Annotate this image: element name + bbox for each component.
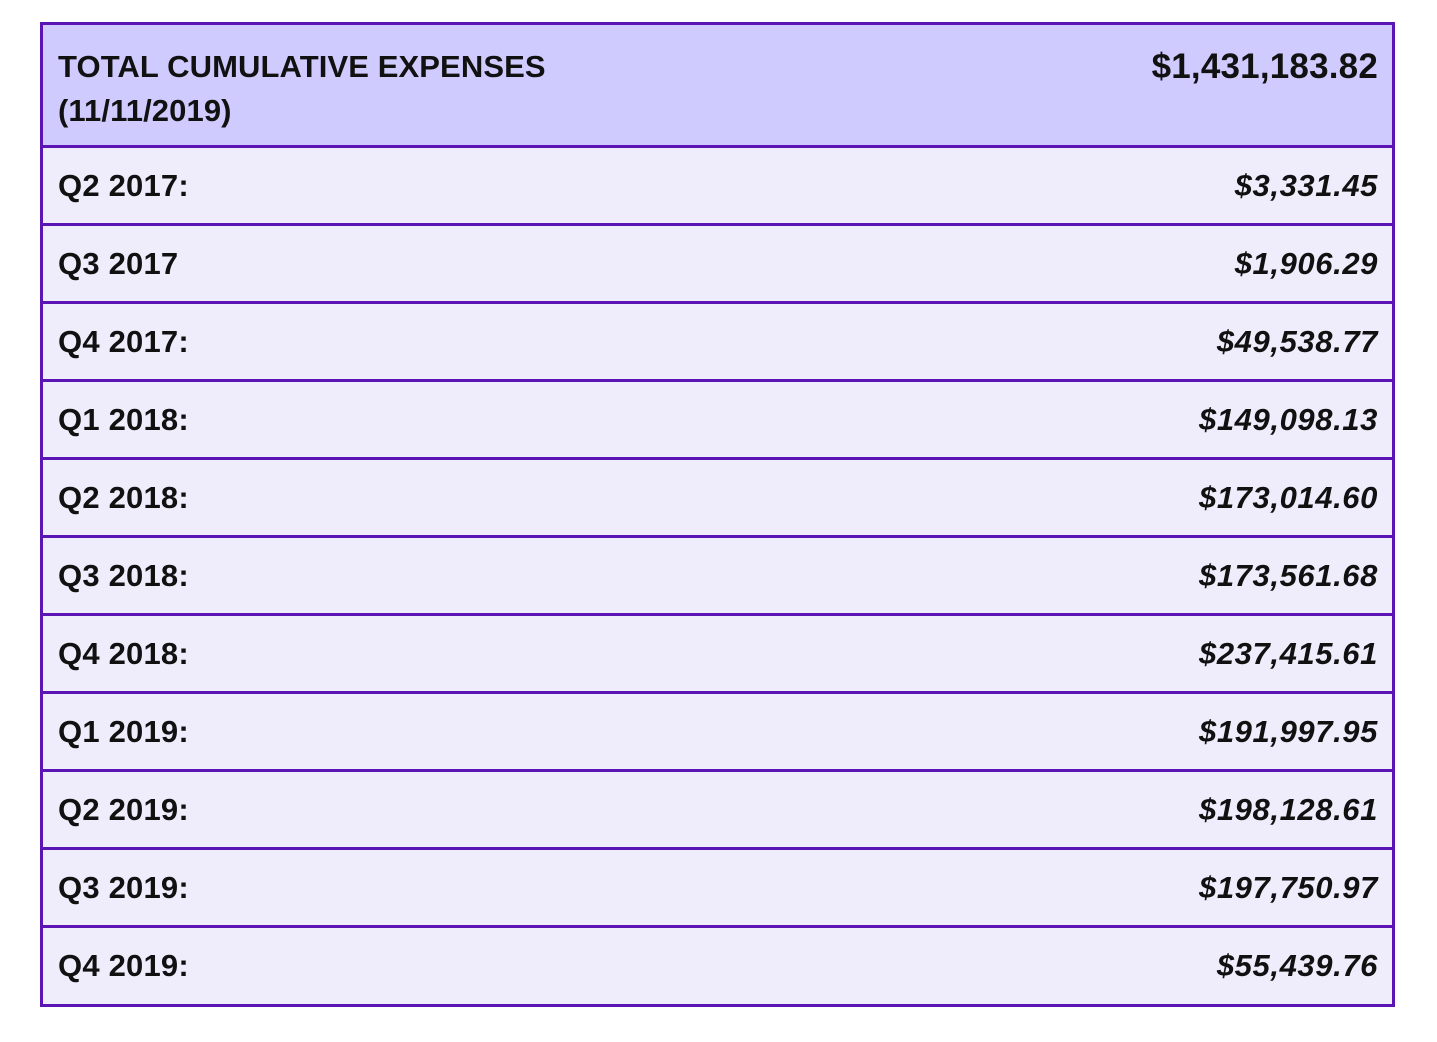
quarter-value: $173,014.60 — [1199, 479, 1378, 515]
table-row: Q4 2018: $237,415.61 — [43, 616, 1392, 694]
table-row: Q2 2017: $3,331.45 — [43, 148, 1392, 226]
quarter-label: Q2 2018: — [58, 479, 189, 515]
header-label: TOTAL CUMULATIVE EXPENSES (11/11/2019) — [58, 45, 546, 133]
quarter-label: Q4 2017: — [58, 323, 189, 359]
total-amount: $1,431,183.82 — [1151, 47, 1378, 86]
table-row: Q1 2019: $191,997.95 — [43, 694, 1392, 772]
quarter-label: Q1 2018: — [58, 401, 189, 437]
quarter-label: Q2 2019: — [58, 791, 189, 827]
quarter-value: $173,561.68 — [1199, 557, 1378, 593]
quarter-label: Q3 2018: — [58, 557, 189, 593]
quarter-label: Q2 2017: — [58, 167, 189, 203]
table-row: Q2 2019: $198,128.61 — [43, 772, 1392, 850]
table-row: Q3 2017 $1,906.29 — [43, 226, 1392, 304]
quarter-value: $237,415.61 — [1199, 635, 1378, 671]
quarter-label: Q4 2019: — [58, 948, 189, 983]
table-row: Q4 2017: $49,538.77 — [43, 304, 1392, 382]
header-date: (11/11/2019) — [58, 93, 232, 128]
quarter-value: $198,128.61 — [1199, 791, 1378, 827]
quarter-value: $191,997.95 — [1199, 713, 1378, 749]
table-row: Q2 2018: $173,014.60 — [43, 460, 1392, 538]
table-row: Q3 2019: $197,750.97 — [43, 850, 1392, 928]
quarter-value: $149,098.13 — [1199, 401, 1378, 437]
quarter-value: $197,750.97 — [1199, 869, 1378, 905]
header-title: TOTAL CUMULATIVE EXPENSES — [58, 49, 546, 84]
table-header: TOTAL CUMULATIVE EXPENSES (11/11/2019) $… — [43, 25, 1392, 148]
quarter-value: $3,331.45 — [1234, 167, 1378, 203]
quarter-label: Q3 2017 — [58, 245, 179, 281]
table-row: Q4 2019: $55,439.76 — [43, 928, 1392, 1004]
table-row: Q1 2018: $149,098.13 — [43, 382, 1392, 460]
table-row: Q3 2018: $173,561.68 — [43, 538, 1392, 616]
quarter-value: $55,439.76 — [1216, 948, 1378, 983]
quarter-label: Q4 2018: — [58, 635, 189, 671]
quarter-value: $49,538.77 — [1216, 323, 1378, 359]
quarter-value: $1,906.29 — [1234, 245, 1378, 281]
expenses-table: TOTAL CUMULATIVE EXPENSES (11/11/2019) $… — [40, 22, 1395, 1007]
quarter-label: Q3 2019: — [58, 869, 189, 905]
quarter-label: Q1 2019: — [58, 713, 189, 749]
